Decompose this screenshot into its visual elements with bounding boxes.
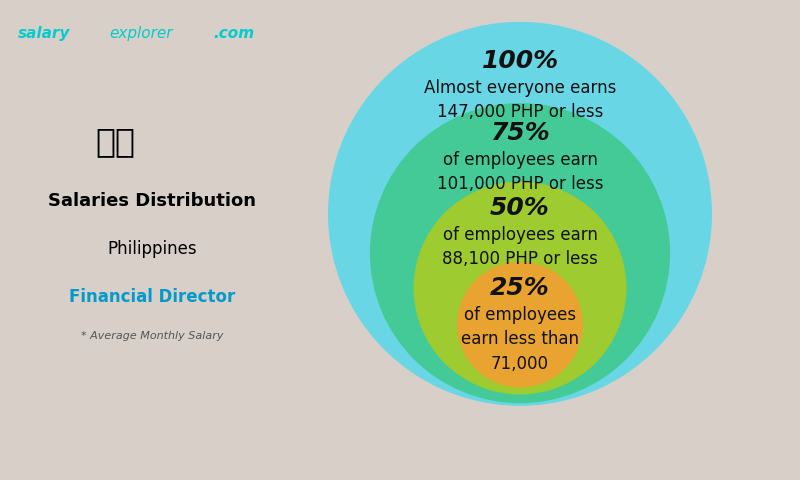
Text: Philippines: Philippines xyxy=(107,240,197,258)
Text: Almost everyone earns: Almost everyone earns xyxy=(424,79,616,97)
Text: 50%: 50% xyxy=(490,196,550,220)
Text: * Average Monthly Salary: * Average Monthly Salary xyxy=(81,331,223,341)
Circle shape xyxy=(457,262,583,387)
Text: 147,000 PHP or less: 147,000 PHP or less xyxy=(437,103,603,121)
Text: Financial Director: Financial Director xyxy=(69,288,235,306)
Text: 88,100 PHP or less: 88,100 PHP or less xyxy=(442,250,598,268)
Text: 100%: 100% xyxy=(482,49,558,73)
Text: 75%: 75% xyxy=(490,120,550,144)
Circle shape xyxy=(370,103,670,403)
Text: 101,000 PHP or less: 101,000 PHP or less xyxy=(437,175,603,193)
Text: 25%: 25% xyxy=(490,276,550,300)
Circle shape xyxy=(414,181,626,395)
Text: Salaries Distribution: Salaries Distribution xyxy=(48,192,256,210)
Text: of employees earn: of employees earn xyxy=(442,226,598,243)
Circle shape xyxy=(328,22,712,406)
Text: salary: salary xyxy=(18,26,70,41)
Text: of employees: of employees xyxy=(464,306,576,324)
Text: explorer: explorer xyxy=(110,26,173,41)
Text: 🇵🇭: 🇵🇭 xyxy=(95,125,135,158)
Text: 71,000: 71,000 xyxy=(491,355,549,373)
Text: earn less than: earn less than xyxy=(461,330,579,348)
Text: of employees earn: of employees earn xyxy=(442,151,598,168)
Text: .com: .com xyxy=(213,26,254,41)
